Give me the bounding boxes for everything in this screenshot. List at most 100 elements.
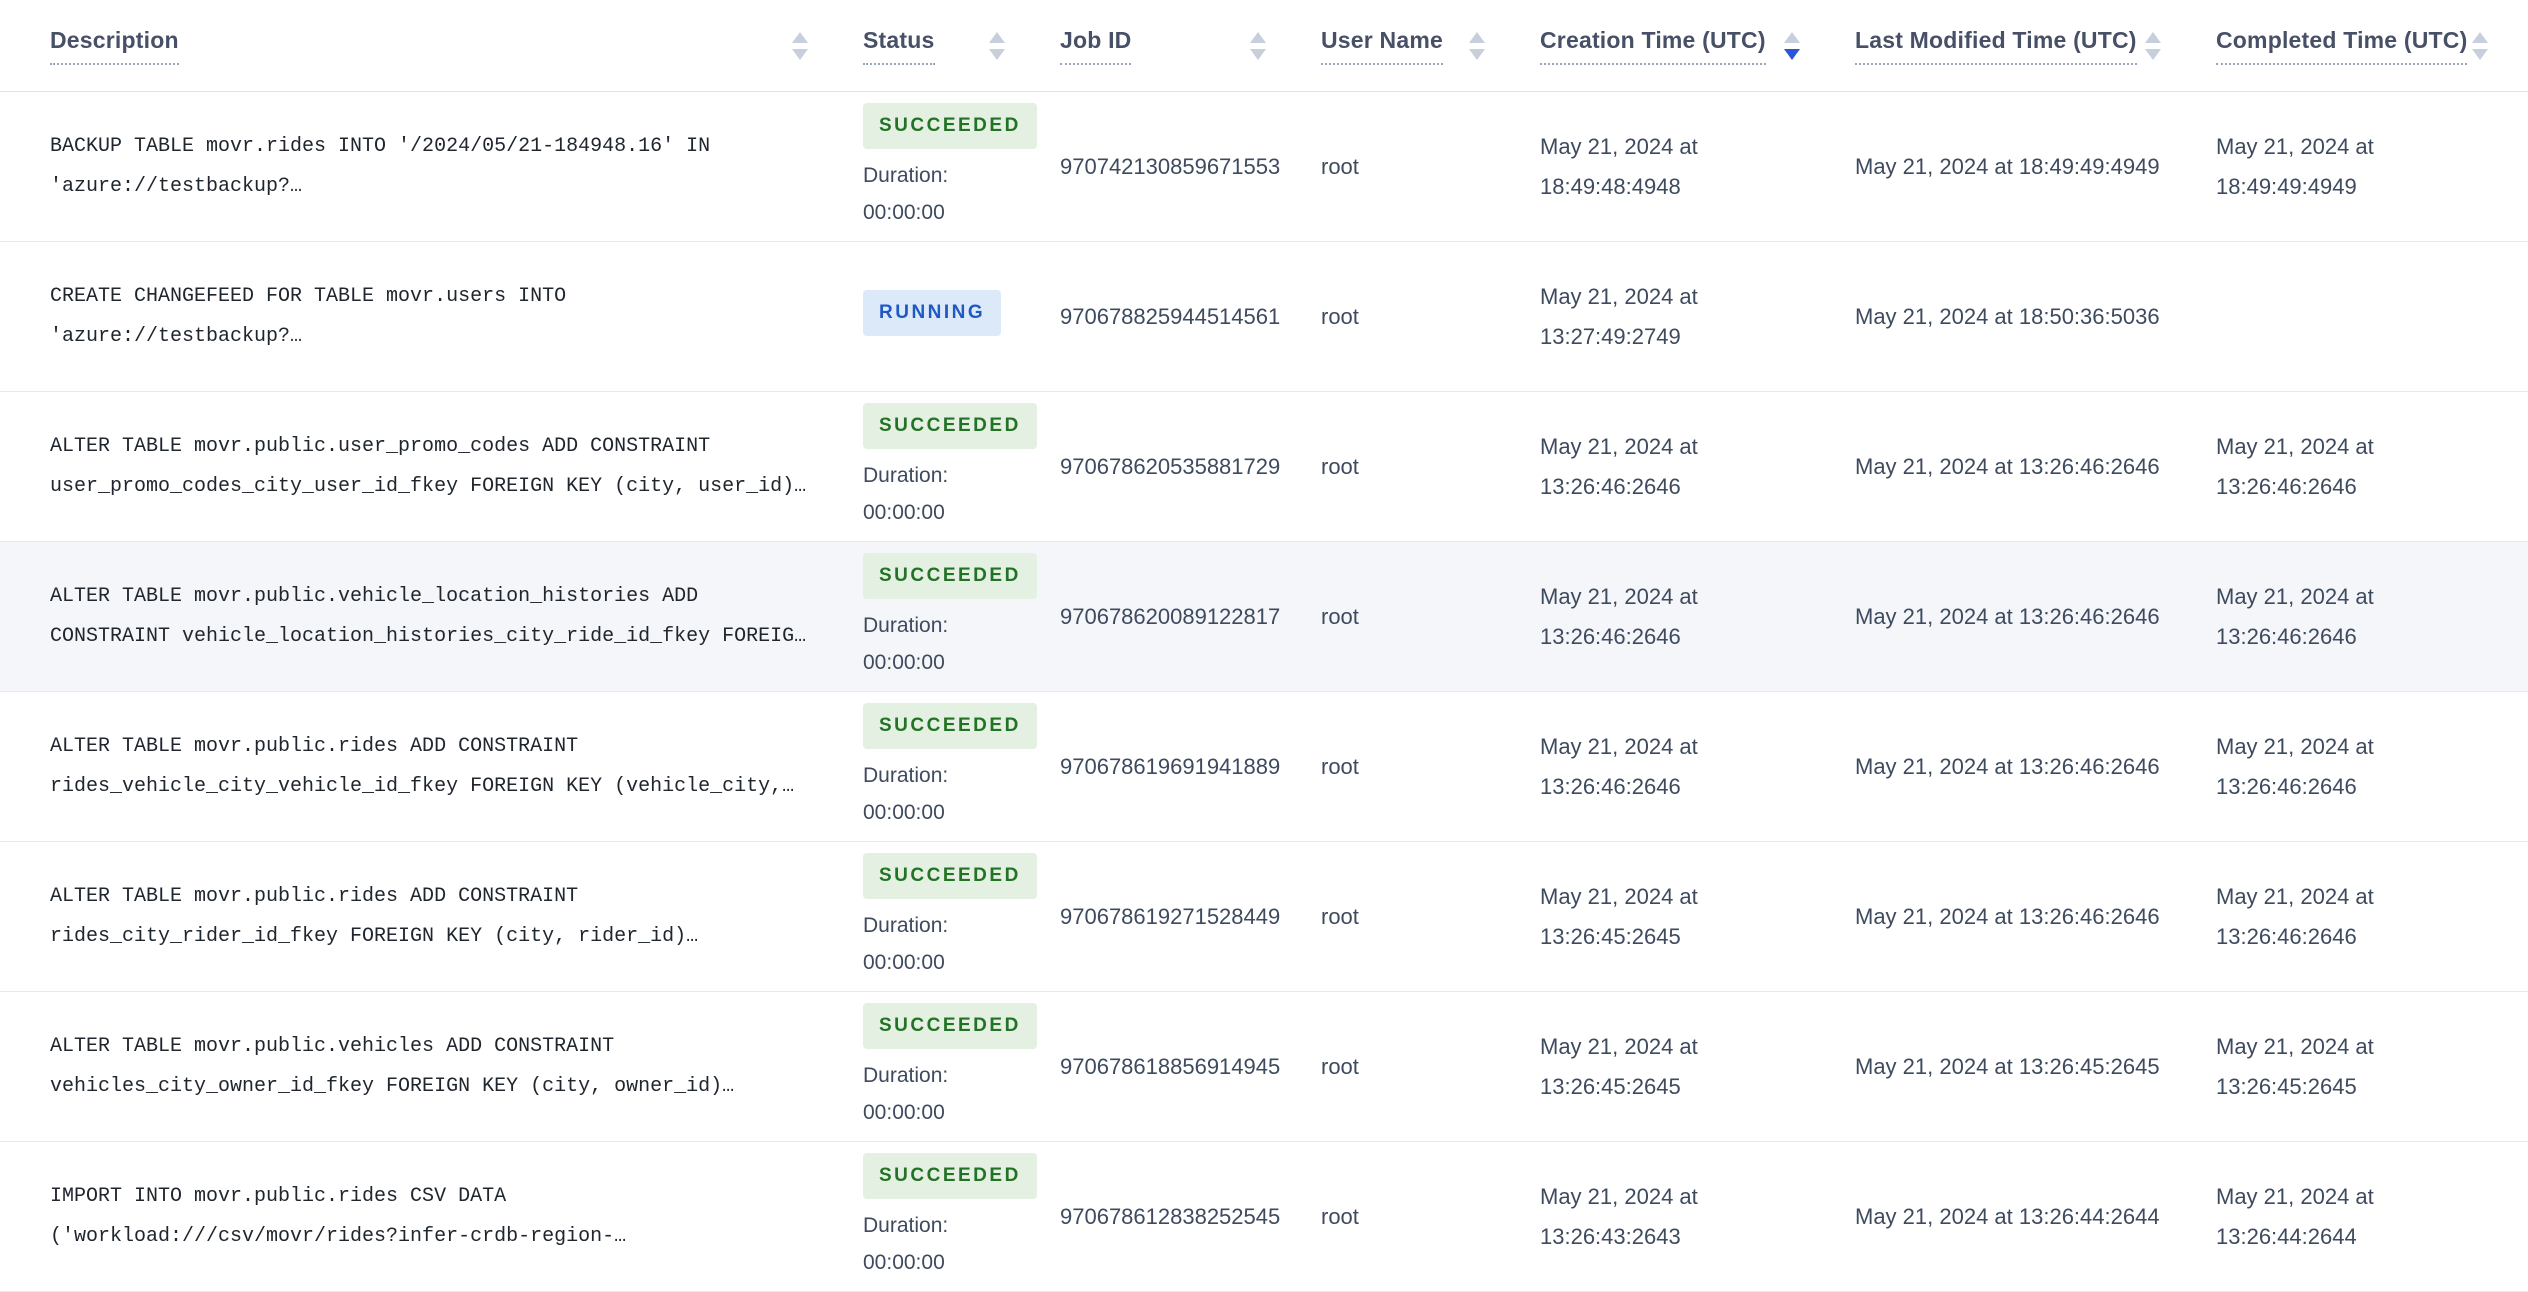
column-label: Job ID (1060, 27, 1132, 65)
last-modified-time: May 21, 2024 at 13:26:44:2644 (1855, 1203, 2160, 1229)
completed-time: May 21, 2024 at 18:49:49:4949 (2216, 133, 2374, 199)
sort-control[interactable] (1784, 31, 1800, 60)
table-row[interactable]: ALTER TABLE movr.public.rides ADD CONSTR… (0, 842, 2528, 992)
column-header-user-name[interactable]: User Name (1321, 0, 1540, 91)
column-header-description[interactable]: Description (50, 0, 863, 91)
duration-value: 00:00:00 (863, 1250, 945, 1274)
sort-control[interactable] (1250, 31, 1266, 60)
job-id: 970742130859671553 (1060, 153, 1281, 179)
job-id: 970678825944514561 (1060, 303, 1281, 329)
sort-desc-icon[interactable] (2472, 48, 2488, 60)
last-modified-time: May 21, 2024 at 13:26:46:2646 (1855, 453, 2160, 479)
column-label: Description (50, 27, 179, 65)
table-row[interactable]: ALTER TABLE movr.public.vehicles ADD CON… (0, 992, 2528, 1142)
status-badge: SUCCEEDED (863, 102, 1037, 149)
sort-desc-icon-active[interactable] (1784, 48, 1800, 60)
job-id: 970678612838252545 (1060, 1203, 1281, 1229)
sort-desc-icon[interactable] (989, 48, 1005, 60)
table-row[interactable]: CREATE CHANGEFEED FOR TABLE movr.users I… (0, 242, 2528, 392)
job-id: 970678618856914945 (1060, 1053, 1281, 1079)
sort-asc-icon[interactable] (989, 31, 1005, 43)
sort-asc-icon[interactable] (2145, 31, 2161, 43)
sort-control[interactable] (792, 31, 808, 60)
table-row[interactable]: IMPORT INTO movr.public.rides CSV DATA (… (0, 1142, 2528, 1292)
status-badge: RUNNING (863, 289, 1002, 336)
creation-time: May 21, 2024 at 13:26:46:2646 (1540, 733, 1698, 799)
table-header-row: Description Status Job ID (0, 0, 2528, 92)
job-description[interactable]: ALTER TABLE movr.public.vehicle_location… (50, 584, 807, 648)
completed-time: May 21, 2024 at 13:26:46:2646 (2216, 733, 2374, 799)
column-label: Creation Time (UTC) (1540, 27, 1766, 65)
duration-label: Duration: (863, 613, 949, 637)
duration-label: Duration: (863, 463, 949, 487)
column-header-job-id[interactable]: Job ID (1060, 0, 1321, 91)
job-description[interactable]: ALTER TABLE movr.public.rides ADD CONSTR… (50, 884, 699, 948)
duration-value: 00:00:00 (863, 200, 945, 224)
job-id: 970678620089122817 (1060, 603, 1281, 629)
sort-asc-icon[interactable] (792, 31, 808, 43)
column-header-creation-time[interactable]: Creation Time (UTC) (1540, 0, 1855, 91)
column-header-status[interactable]: Status (863, 0, 1060, 91)
last-modified-time: May 21, 2024 at 13:26:46:2646 (1855, 903, 2160, 929)
sort-desc-icon[interactable] (792, 48, 808, 60)
last-modified-time: May 21, 2024 at 13:26:46:2646 (1855, 603, 2160, 629)
column-header-completed-time[interactable]: Completed Time (UTC) (2216, 0, 2528, 91)
user-name: root (1321, 153, 1359, 179)
sort-desc-icon[interactable] (1250, 48, 1266, 60)
status-badge: SUCCEEDED (863, 702, 1037, 749)
sort-control[interactable] (2472, 31, 2488, 60)
last-modified-time: May 21, 2024 at 18:49:49:4949 (1855, 153, 2160, 179)
column-label: User Name (1321, 27, 1443, 65)
user-name: root (1321, 1203, 1359, 1229)
duration-value: 00:00:00 (863, 950, 945, 974)
column-header-last-modified-time[interactable]: Last Modified Time (UTC) (1855, 0, 2216, 91)
sort-desc-icon[interactable] (2145, 48, 2161, 60)
creation-time: May 21, 2024 at 13:26:46:2646 (1540, 433, 1698, 499)
job-description[interactable]: ALTER TABLE movr.public.user_promo_codes… (50, 434, 807, 498)
status-badge: SUCCEEDED (863, 552, 1037, 599)
job-id: 970678620535881729 (1060, 453, 1281, 479)
last-modified-time: May 21, 2024 at 18:50:36:5036 (1855, 303, 2160, 329)
creation-time: May 21, 2024 at 13:26:45:2645 (1540, 883, 1698, 949)
user-name: root (1321, 903, 1359, 929)
column-label: Completed Time (UTC) (2216, 27, 2468, 65)
duration-label: Duration: (863, 163, 949, 187)
completed-time: May 21, 2024 at 13:26:46:2646 (2216, 583, 2374, 649)
completed-time: May 21, 2024 at 13:26:44:2644 (2216, 1183, 2374, 1249)
completed-time: May 21, 2024 at 13:26:45:2645 (2216, 1033, 2374, 1099)
table-row[interactable]: BACKUP TABLE movr.rides INTO '/2024/05/2… (0, 92, 2528, 242)
job-description[interactable]: CREATE CHANGEFEED FOR TABLE movr.users I… (50, 284, 567, 348)
last-modified-time: May 21, 2024 at 13:26:46:2646 (1855, 753, 2160, 779)
completed-time: May 21, 2024 at 13:26:46:2646 (2216, 883, 2374, 949)
duration-value: 00:00:00 (863, 1100, 945, 1124)
table-row[interactable]: ALTER TABLE movr.public.user_promo_codes… (0, 392, 2528, 542)
table-row[interactable]: ALTER TABLE movr.public.rides ADD CONSTR… (0, 692, 2528, 842)
job-description[interactable]: BACKUP TABLE movr.rides INTO '/2024/05/2… (50, 134, 711, 198)
duration-label: Duration: (863, 1213, 949, 1237)
sort-control[interactable] (1469, 31, 1485, 60)
creation-time: May 21, 2024 at 13:26:45:2645 (1540, 1033, 1698, 1099)
status-badge: SUCCEEDED (863, 1002, 1037, 1049)
sort-desc-icon[interactable] (1469, 48, 1485, 60)
table-row[interactable]: ALTER TABLE movr.public.vehicle_location… (0, 542, 2528, 692)
duration-value: 00:00:00 (863, 800, 945, 824)
job-description[interactable]: IMPORT INTO movr.public.rides CSV DATA (… (50, 1184, 627, 1248)
sort-control[interactable] (2145, 31, 2161, 60)
job-description[interactable]: ALTER TABLE movr.public.rides ADD CONSTR… (50, 734, 795, 798)
sort-asc-icon[interactable] (1250, 31, 1266, 43)
job-id: 970678619271528449 (1060, 903, 1281, 929)
creation-time: May 21, 2024 at 13:26:43:2643 (1540, 1183, 1698, 1249)
duration-label: Duration: (863, 913, 949, 937)
sort-control[interactable] (989, 31, 1005, 60)
last-modified-time: May 21, 2024 at 13:26:45:2645 (1855, 1053, 2160, 1079)
job-description[interactable]: ALTER TABLE movr.public.vehicles ADD CON… (50, 1034, 735, 1098)
duration-label: Duration: (863, 763, 949, 787)
sort-asc-icon[interactable] (1469, 31, 1485, 43)
creation-time: May 21, 2024 at 13:27:49:2749 (1540, 283, 1698, 349)
user-name: root (1321, 603, 1359, 629)
duration-value: 00:00:00 (863, 500, 945, 524)
sort-asc-icon[interactable] (2472, 31, 2488, 43)
sort-asc-icon[interactable] (1784, 31, 1800, 43)
duration-label: Duration: (863, 1063, 949, 1087)
